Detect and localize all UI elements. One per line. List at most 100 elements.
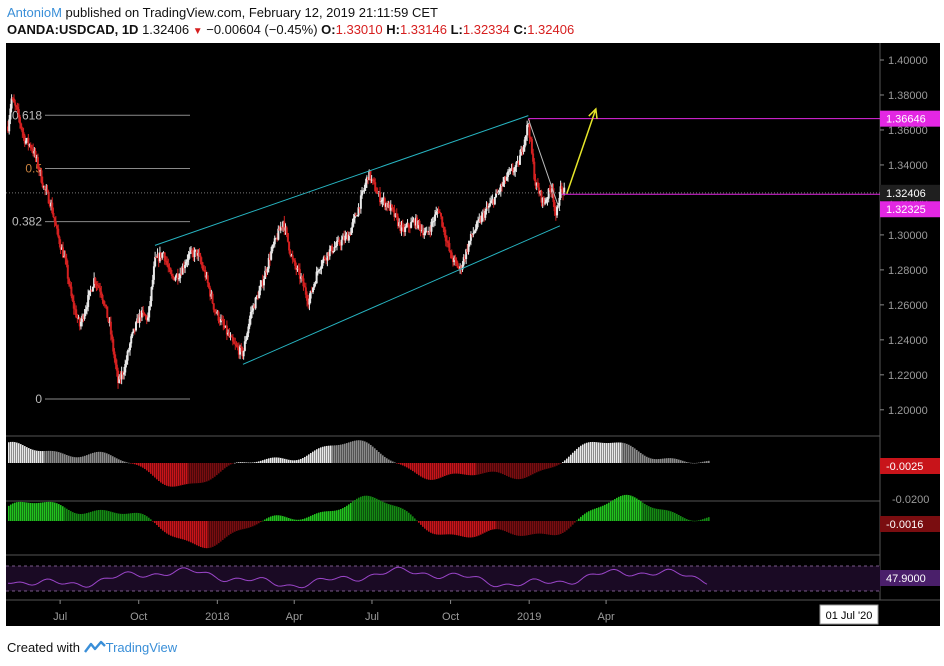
candle-body <box>113 351 116 359</box>
candle-body <box>264 270 267 280</box>
candle-body <box>362 190 365 192</box>
candle-body <box>282 221 285 227</box>
oscillator-bar <box>550 521 552 535</box>
oscillator-bar <box>348 442 350 463</box>
oscillator-bar <box>600 506 602 521</box>
candle-body <box>207 283 210 288</box>
oscillator-bar <box>318 448 320 463</box>
candle-body <box>469 233 472 241</box>
candle-body <box>361 191 364 196</box>
candle-body <box>157 254 160 262</box>
oscillator-bar <box>414 463 416 473</box>
oscillator-bar <box>522 521 524 536</box>
oscillator-bar <box>358 440 360 463</box>
oscillator-bar <box>306 455 308 463</box>
oscillator-bar <box>518 521 520 536</box>
candle-body <box>26 138 29 141</box>
candle-body <box>524 135 527 140</box>
oscillator-bar <box>378 451 380 463</box>
oscillator-bar <box>36 503 38 521</box>
oscillator-bar <box>122 461 124 463</box>
candle-body <box>428 231 431 233</box>
oscillator-bar <box>184 521 186 540</box>
candle-body <box>240 346 243 349</box>
candle-body <box>544 202 547 204</box>
candle-body <box>142 310 145 313</box>
oscillator-bar <box>606 503 608 521</box>
oscillator-bar <box>554 463 556 467</box>
candle-body <box>163 252 166 261</box>
candle-body <box>190 250 193 253</box>
oscillator-bar <box>514 521 516 536</box>
candle-body <box>20 123 23 129</box>
oscillator-bar <box>640 501 642 521</box>
candle-body <box>331 245 334 253</box>
oscillator-bar <box>580 516 582 521</box>
candle-body <box>182 266 185 269</box>
candle-body <box>373 179 376 183</box>
candle-body <box>50 202 53 207</box>
oscillator-bar <box>290 460 292 463</box>
candle-body <box>498 191 501 193</box>
oscillator-bar <box>494 521 496 530</box>
candle-body <box>233 341 236 344</box>
oscillator-bar <box>610 442 612 463</box>
candle-body <box>365 177 368 183</box>
candle-body <box>546 198 549 200</box>
candle-body <box>175 273 178 278</box>
oscillator-bar <box>90 453 92 463</box>
oscillator-bar <box>332 510 334 521</box>
oscillator-bar <box>306 517 308 521</box>
oscillator-bar <box>208 463 210 481</box>
oscillator-bar <box>476 463 478 475</box>
oscillator-bar <box>346 505 348 521</box>
oscillator-bar <box>594 508 596 521</box>
oscillator-bar <box>414 518 416 521</box>
candle-body <box>323 257 326 260</box>
oscillator-bar <box>116 458 118 463</box>
candle-body <box>21 128 24 133</box>
oscillator-bar <box>64 454 66 463</box>
candle-body <box>103 304 106 306</box>
candle-body <box>12 98 15 103</box>
oscillator-bar <box>676 459 678 463</box>
oscillator-bar <box>110 455 112 463</box>
oscillator-bar <box>442 521 444 535</box>
candle-body <box>333 247 336 252</box>
candle-body <box>420 230 423 232</box>
author-link[interactable]: AntonioM <box>7 5 62 20</box>
oscillator-bar <box>644 455 646 463</box>
candle-body <box>449 251 452 253</box>
candle-body <box>454 257 457 261</box>
oscillator-bar <box>72 512 74 521</box>
oscillator-bar <box>642 454 644 463</box>
candle-body <box>192 252 195 258</box>
oscillator-bar <box>522 463 524 479</box>
oscillator-bar <box>116 513 118 521</box>
oscillator-bar <box>402 508 404 521</box>
candle-body <box>230 336 233 338</box>
change-value: −0.00604 (−0.45%) <box>206 22 318 37</box>
oscillator-bar <box>628 444 630 463</box>
candle-body <box>164 260 167 262</box>
oscillator-bar <box>442 463 444 477</box>
oscillator-bar <box>606 443 608 463</box>
candle-body <box>7 126 9 132</box>
candle-body <box>181 266 184 275</box>
candle-body <box>127 350 130 352</box>
candle-body <box>438 211 441 214</box>
candle-body <box>126 351 129 361</box>
oscillator-bar <box>630 445 632 463</box>
candle-body <box>51 202 54 214</box>
oscillator-bar <box>248 462 250 464</box>
oscillator-bar <box>406 511 408 521</box>
oscillator-bar <box>34 450 36 463</box>
close-value: 1.32406 <box>527 22 575 37</box>
oscillator-bar <box>352 441 354 463</box>
oscillator-2-value-bg <box>880 516 940 532</box>
oscillator-bar <box>216 463 218 476</box>
time-axis[interactable]: Jul Oct 2018 Apr Jul Oct 2019 Apr <box>53 600 615 623</box>
tradingview-brand[interactable]: TradingView <box>105 640 178 655</box>
chart-background <box>6 43 880 600</box>
